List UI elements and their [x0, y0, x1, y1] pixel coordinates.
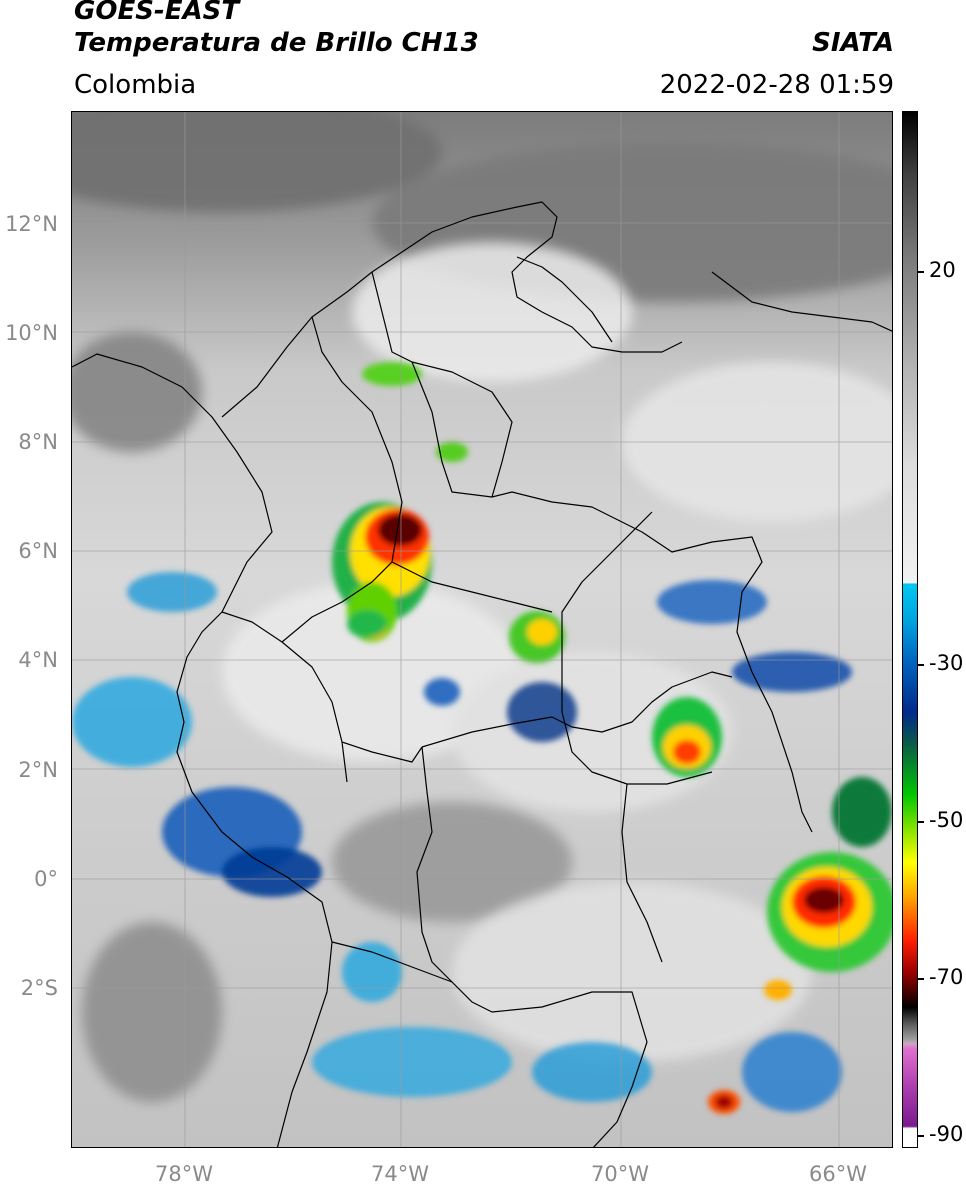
cirrus-patches: [72, 572, 852, 1112]
organization-label: SIATA: [812, 28, 894, 58]
colorbar-tick-20: [918, 271, 924, 273]
lon-label-66w: 66°W: [809, 1162, 867, 1186]
lat-label-2n: 2°N: [18, 758, 58, 782]
map-imagery: [72, 112, 892, 1147]
lat-label-8n: 8°N: [18, 430, 58, 454]
product-title: Temperatura de Brillo CH13: [74, 28, 479, 58]
clear-sky-areas: [72, 112, 892, 1102]
lat-label-0: 0°: [34, 867, 58, 891]
colorbar-label-m90: -90: [929, 1122, 964, 1146]
satellite-title: GOES-EAST: [74, 0, 240, 26]
colorbar-label-m70: -70: [929, 965, 964, 989]
lon-label-70w: 70°W: [591, 1162, 649, 1186]
temperature-colorbar: [902, 111, 918, 1148]
datetime-label: 2022-02-28 01:59: [659, 70, 894, 100]
lat-label-10n: 10°N: [5, 321, 58, 345]
lat-label-2s: 2°S: [20, 976, 58, 1000]
satellite-map[interactable]: [71, 111, 893, 1148]
graticule: [72, 112, 892, 1147]
region-label: Colombia: [74, 70, 197, 100]
lat-label-6n: 6°N: [18, 539, 58, 563]
colorbar-label-m50: -50: [929, 808, 964, 832]
lat-label-12n: 12°N: [5, 212, 58, 236]
colorbar-tick-m70: [918, 978, 924, 980]
colorbar-tick-m90: [918, 1135, 924, 1137]
colorbar-tick-m50: [918, 821, 924, 823]
colorbar-label-20: 20: [929, 258, 956, 282]
lon-label-78w: 78°W: [155, 1162, 213, 1186]
colorbar-tick-m30: [918, 664, 924, 666]
colorbar-label-m30: -30: [929, 651, 964, 675]
lat-label-4n: 4°N: [18, 648, 58, 672]
lon-label-74w: 74°W: [371, 1162, 429, 1186]
country-borders: [72, 201, 892, 1147]
